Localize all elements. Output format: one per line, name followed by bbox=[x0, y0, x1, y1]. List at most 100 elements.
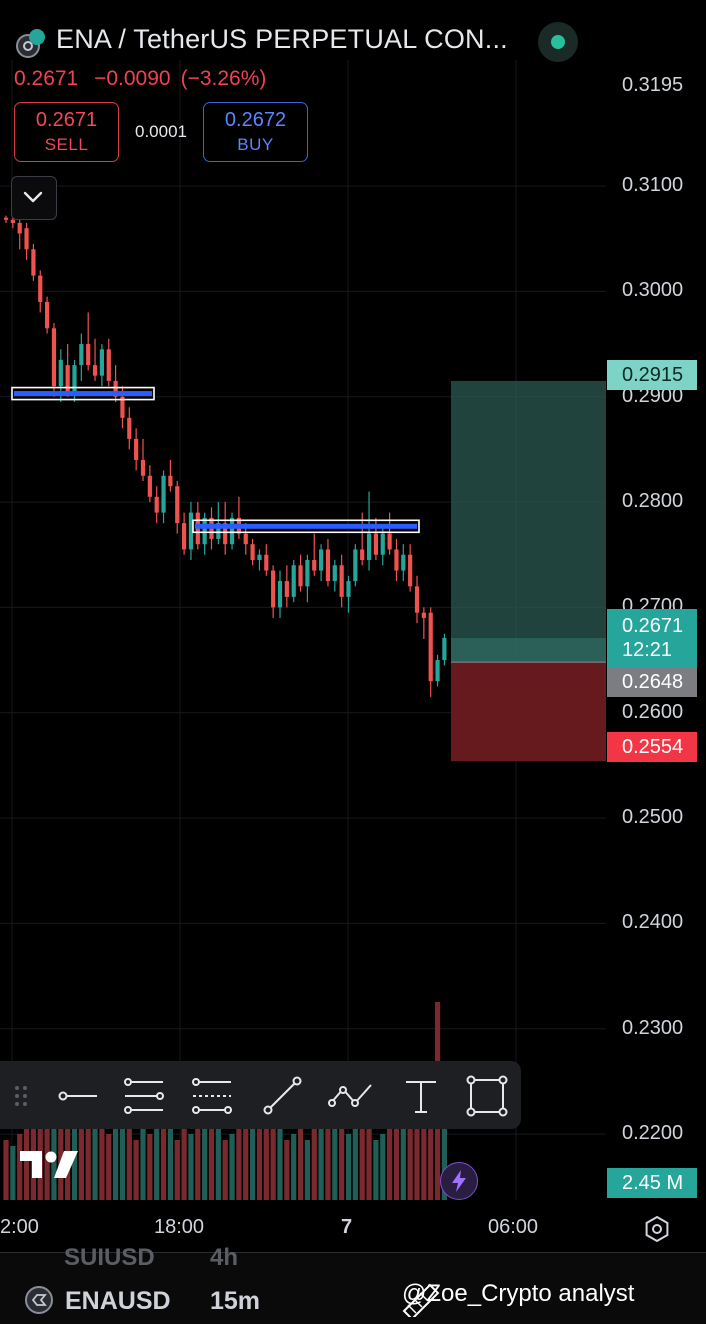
current-symbol[interactable]: ENAUSD bbox=[65, 1287, 171, 1315]
volume-bar-21 bbox=[147, 1134, 153, 1200]
price-axis-label-1: 0.3100 bbox=[622, 174, 684, 197]
candle-body-41 bbox=[284, 581, 289, 597]
current-price: 0.2671 bbox=[622, 615, 684, 637]
volume-bar-29 bbox=[202, 1122, 208, 1200]
previous-symbol[interactable]: SUIUSD bbox=[64, 1244, 155, 1268]
rectangle-tool-icon[interactable] bbox=[464, 1073, 510, 1119]
text-tool-icon[interactable] bbox=[398, 1073, 444, 1119]
volume-bar-37 bbox=[256, 1104, 263, 1200]
volume-bar-14 bbox=[99, 1116, 105, 1200]
previous-interval[interactable]: 4h bbox=[210, 1244, 239, 1268]
trend-line-tool-icon[interactable] bbox=[55, 1073, 101, 1119]
lightning-icon[interactable] bbox=[440, 1162, 478, 1200]
volume-bar-8 bbox=[58, 1110, 64, 1200]
signature-pen-icon bbox=[400, 1281, 448, 1321]
time-label-1: 2:00 bbox=[0, 1216, 39, 1238]
volume-bar-18 bbox=[126, 1128, 132, 1200]
volume-bar-36 bbox=[250, 1128, 256, 1200]
bar-countdown: 12:21 bbox=[622, 639, 673, 661]
volume-bar-24 bbox=[167, 1119, 173, 1200]
volume-bar-44 bbox=[304, 1140, 310, 1200]
candle-body-3 bbox=[24, 228, 29, 250]
price-axis-label-6: 0.2600 bbox=[622, 700, 684, 723]
candle-body-50 bbox=[346, 581, 351, 597]
tradingview-logo-icon[interactable] bbox=[18, 1146, 80, 1182]
sell-button[interactable]: 0.2671 SELL bbox=[14, 102, 119, 162]
candle-body-39 bbox=[271, 570, 276, 608]
volume-bar-56 bbox=[387, 1116, 393, 1200]
volume-bar-43 bbox=[297, 1122, 304, 1200]
volume-bar-62 bbox=[428, 1080, 434, 1200]
volume-bar-26 bbox=[181, 1128, 187, 1200]
volume-bar-13 bbox=[92, 1110, 98, 1200]
candle-body-6 bbox=[45, 301, 50, 329]
volume-bar-9 bbox=[65, 1080, 71, 1200]
price-axis-label-2: 0.3000 bbox=[622, 279, 684, 302]
volume-bar-60 bbox=[414, 1095, 420, 1200]
volume-bar-38 bbox=[263, 1086, 269, 1200]
volume-badge: 2.45 M bbox=[607, 1168, 697, 1198]
candle-body-15 bbox=[106, 349, 111, 381]
fib-retracement-tool-icon[interactable] bbox=[189, 1073, 235, 1119]
volume-bar-61 bbox=[421, 1089, 427, 1200]
volume-bar-23 bbox=[160, 1101, 167, 1200]
candle-body-5 bbox=[38, 275, 43, 302]
candle-body-11 bbox=[79, 344, 84, 366]
candle-body-2 bbox=[17, 222, 22, 234]
candle-body-13 bbox=[92, 365, 98, 376]
stop-price-badge: 0.2554 bbox=[607, 732, 697, 762]
candle-body-54 bbox=[373, 533, 378, 555]
candle-body-32 bbox=[223, 523, 228, 545]
volume-bar-11 bbox=[78, 1128, 84, 1200]
candle-body-60 bbox=[414, 586, 420, 613]
candle-body-14 bbox=[99, 349, 104, 376]
volume-bar-32 bbox=[222, 1140, 228, 1200]
volume-bar-51 bbox=[352, 1122, 358, 1200]
path-tool-icon[interactable] bbox=[327, 1073, 377, 1119]
price-change-line: 0.2671 −0.0090 (−3.26%) bbox=[14, 67, 276, 91]
candle-body-45 bbox=[312, 560, 317, 571]
volume-bar-27 bbox=[188, 1134, 194, 1200]
volume-bar-58 bbox=[400, 1128, 406, 1200]
collapse-legend-button[interactable] bbox=[11, 176, 57, 220]
candle-body-29 bbox=[202, 517, 207, 545]
candle-body-59 bbox=[408, 554, 413, 587]
parallel-channel-tool-icon[interactable] bbox=[121, 1073, 167, 1119]
candle-body-44 bbox=[305, 560, 310, 587]
price-axis-label-8: 0.2400 bbox=[622, 911, 684, 934]
zone-line-1 bbox=[195, 523, 417, 529]
target-price-badge: 0.2915 bbox=[607, 360, 697, 390]
candle-body-58 bbox=[401, 554, 406, 571]
current-interval[interactable]: 15m bbox=[210, 1287, 261, 1315]
current-price-badge: 0.2671 12:21 bbox=[607, 609, 697, 667]
candle-body-48 bbox=[332, 565, 337, 582]
volume-bar-7 bbox=[51, 1101, 57, 1200]
zone-box-0 bbox=[11, 386, 155, 401]
volume-bar-33 bbox=[229, 1134, 235, 1200]
buy-button[interactable]: 0.2672 BUY bbox=[203, 102, 308, 162]
candle-body-1 bbox=[10, 219, 15, 223]
ray-tool-icon[interactable] bbox=[259, 1073, 305, 1119]
volume-bar-35 bbox=[243, 1110, 249, 1200]
volume-bar-47 bbox=[325, 1122, 331, 1200]
price-axis-label-3: 0.2900 bbox=[622, 384, 684, 407]
drag-handle-icon[interactable] bbox=[6, 1073, 36, 1119]
candle-body-9 bbox=[65, 365, 70, 392]
volume-bar-52 bbox=[359, 1110, 365, 1200]
candle-body-23 bbox=[161, 475, 166, 513]
candle-body-40 bbox=[277, 581, 283, 608]
symbol-title[interactable]: ENA / TetherUS PERPETUAL CON... bbox=[56, 24, 508, 54]
candle-body-47 bbox=[325, 549, 331, 582]
entry-price-badge: 0.2648 bbox=[607, 667, 697, 697]
volume-bar-64 bbox=[441, 1086, 447, 1200]
sell-label: SELL bbox=[44, 135, 89, 154]
chart-settings-gear-icon[interactable] bbox=[642, 1214, 672, 1244]
volume-bar-1 bbox=[10, 1146, 16, 1200]
symbol-logo-icon bbox=[24, 1285, 54, 1315]
candle-body-7 bbox=[51, 328, 57, 387]
candle-body-53 bbox=[366, 533, 372, 560]
volume-bar-41 bbox=[284, 1140, 290, 1200]
price-change: −0.0090 bbox=[94, 67, 171, 90]
price-axis-label-9: 0.2300 bbox=[622, 1016, 684, 1039]
